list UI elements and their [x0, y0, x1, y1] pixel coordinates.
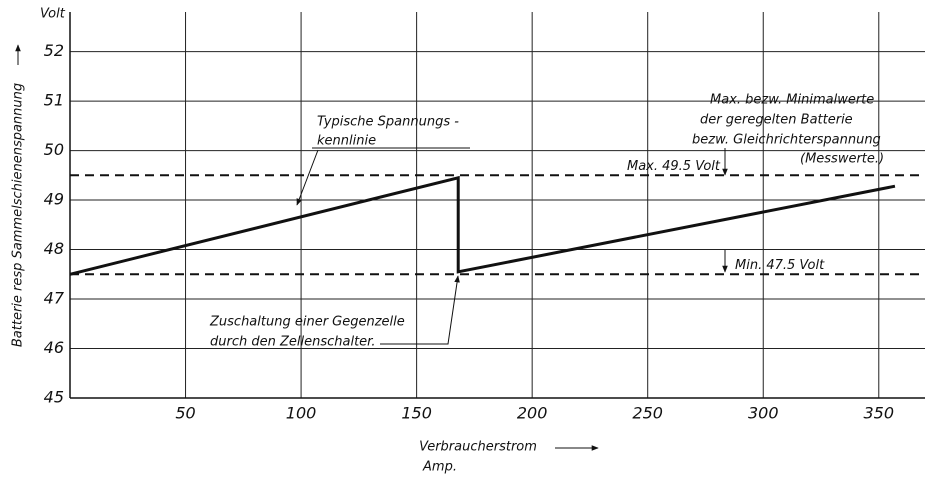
x-tick-label: 300 [748, 404, 779, 423]
y-tick-label: 49 [44, 190, 64, 209]
y-tick-label: 52 [44, 41, 64, 60]
y-tick-label: 48 [44, 239, 64, 258]
x-unit: Amp. [422, 460, 457, 475]
y-tick-label: 46 [44, 338, 64, 357]
y-tick-label: 50 [44, 140, 64, 159]
reference-label: Max. 49.5 Volt [627, 159, 721, 174]
y-tick-label: 51 [44, 91, 64, 110]
y-axis-label: Batterie resp Sammelschienenspannung [11, 83, 26, 347]
annotation: (Messwerte.) [800, 152, 884, 167]
x-tick-label: 200 [517, 404, 548, 423]
x-tick-label: 150 [401, 404, 432, 423]
x-tick-label: 250 [632, 404, 663, 423]
annotation: bezw. Gleichrichterspannung [692, 133, 881, 148]
y-tick-label: 45 [44, 388, 64, 407]
x-tick-label: 350 [864, 404, 895, 423]
x-axis-label: Verbraucherstrom [419, 440, 537, 455]
data-line [69, 175, 896, 276]
annotation: durch den Zellenschalter. [210, 335, 375, 350]
annotation-arrow [296, 149, 319, 206]
reference-label: Min. 47.5 Volt [735, 258, 825, 273]
annotation: Zuschaltung einer Gegenzelle [209, 315, 405, 330]
x-tick-label: 50 [175, 404, 195, 423]
annotation: kennlinie [317, 134, 376, 149]
y-tick-label: 47 [44, 289, 65, 308]
annotation: der geregelten Batterie [700, 113, 853, 128]
y-unit: Volt [40, 7, 66, 22]
x-tick-label: 100 [286, 404, 317, 423]
annotation: Max. bezw. Minimalwerte [710, 93, 874, 108]
annotation-arrow [380, 275, 460, 345]
annotation: Typische Spannungs - [317, 115, 459, 130]
